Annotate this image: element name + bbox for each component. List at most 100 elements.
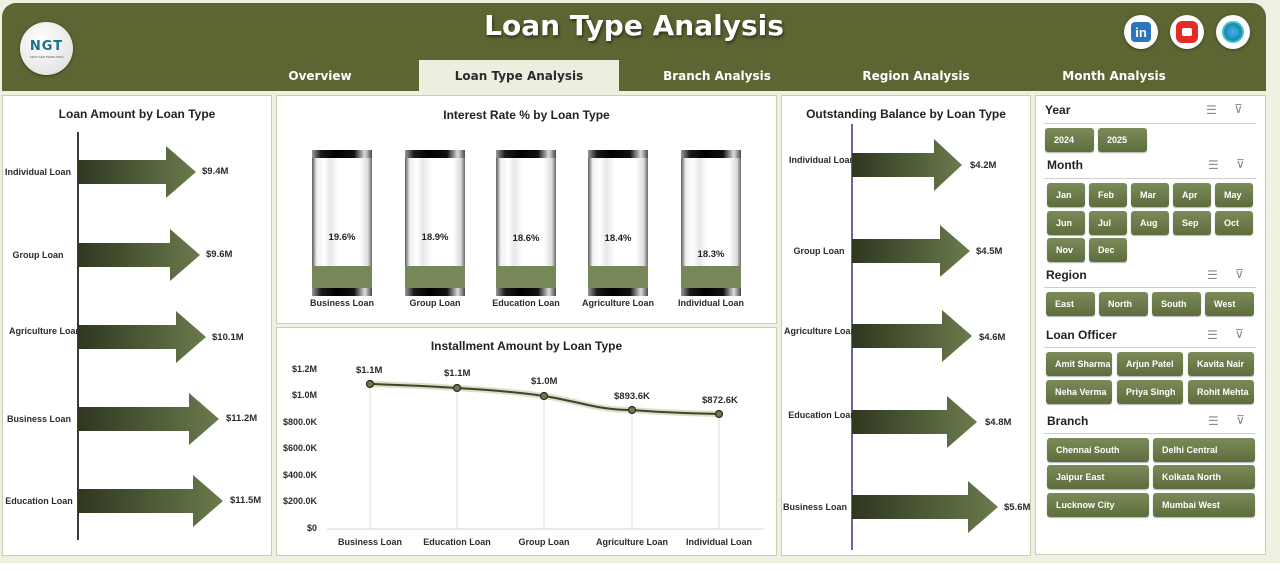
slicer-item-arjun-patel[interactable]: Arjun Patel bbox=[1117, 352, 1183, 376]
bar-arrow bbox=[852, 310, 972, 362]
x-label: Agriculture Loan bbox=[581, 298, 654, 308]
slicer-item-jaipur-east[interactable]: Jaipur East bbox=[1047, 465, 1149, 489]
slicer-item-lucknow-city[interactable]: Lucknow City bbox=[1047, 493, 1149, 517]
tab-branch-analysis[interactable]: Branch Analysis bbox=[663, 68, 771, 83]
bar-arrow bbox=[852, 396, 977, 448]
value-label: $4.8M bbox=[985, 417, 1012, 428]
slicer-item-south[interactable]: South bbox=[1152, 292, 1201, 316]
cylinder-bar bbox=[312, 150, 372, 296]
slicer-item-west[interactable]: West bbox=[1205, 292, 1254, 316]
divider bbox=[1044, 347, 1256, 348]
clear-filter-icon[interactable]: ⊽ bbox=[1234, 102, 1243, 116]
slicer-item-feb[interactable]: Feb bbox=[1089, 183, 1127, 207]
multi-select-icon[interactable]: ☰ bbox=[1208, 158, 1219, 172]
slicer-item-jul[interactable]: Jul bbox=[1089, 211, 1127, 235]
slicer-item-kavita-nair[interactable]: Kavita Nair bbox=[1188, 352, 1254, 376]
clear-filter-icon[interactable]: ⊽ bbox=[1235, 267, 1244, 281]
slicer-item-kolkata-north[interactable]: Kolkata North bbox=[1153, 465, 1255, 489]
chart-title: Outstanding Balance by Loan Type bbox=[806, 107, 1006, 121]
logo-subtext: NEXT GEN TEMPLATES bbox=[29, 54, 64, 59]
slicer-item-2024[interactable]: 2024 bbox=[1045, 128, 1094, 152]
x-label: Group Loan bbox=[409, 298, 461, 308]
multi-select-icon[interactable]: ☰ bbox=[1207, 268, 1218, 282]
slicer-item-priya-singh[interactable]: Priya Singh bbox=[1117, 380, 1183, 404]
tab-overview[interactable]: Overview bbox=[288, 68, 352, 83]
multi-select-icon[interactable]: ☰ bbox=[1208, 414, 1219, 428]
slicer-item-dec[interactable]: Dec bbox=[1089, 238, 1127, 262]
multi-select-icon[interactable]: ☰ bbox=[1207, 328, 1218, 342]
value-label: $10.1M bbox=[212, 332, 244, 343]
clear-filter-icon[interactable]: ⊽ bbox=[1236, 413, 1245, 427]
bar-arrow bbox=[852, 481, 998, 533]
cylinder-bar bbox=[496, 150, 556, 296]
value-label: $1.1M bbox=[356, 365, 383, 376]
header-bar: NGT NEXT GEN TEMPLATES Loan Type Analysi… bbox=[2, 3, 1266, 91]
loan-amount-chart: Loan Amount by Loan Type Individual Loan… bbox=[2, 95, 272, 556]
value-label: $11.5M bbox=[230, 495, 262, 506]
value-label: 18.3% bbox=[697, 249, 725, 260]
cylinder-bar bbox=[681, 150, 741, 296]
y-tick: $600.0K bbox=[282, 443, 317, 453]
slicer-title-branch: Branch bbox=[1047, 414, 1089, 428]
website-button[interactable] bbox=[1216, 15, 1250, 49]
youtube-button[interactable] bbox=[1170, 15, 1204, 49]
linkedin-icon: in bbox=[1131, 22, 1151, 42]
bar-arrow bbox=[852, 139, 962, 191]
ngt-logo[interactable]: NGT NEXT GEN TEMPLATES bbox=[20, 22, 73, 75]
slicer-item-nov[interactable]: Nov bbox=[1047, 238, 1085, 262]
x-label: Education Loan bbox=[423, 537, 491, 547]
slicer-item-apr[interactable]: Apr bbox=[1173, 183, 1211, 207]
linkedin-button[interactable]: in bbox=[1124, 15, 1158, 49]
slicer-item-delhi-central[interactable]: Delhi Central bbox=[1153, 438, 1255, 462]
logo-text: NGT bbox=[29, 38, 64, 54]
slicer-item-jan[interactable]: Jan bbox=[1047, 183, 1085, 207]
y-tick: $0 bbox=[306, 523, 317, 533]
value-label: 19.6% bbox=[328, 232, 356, 243]
slicer-item-mumbai-west[interactable]: Mumbai West bbox=[1153, 493, 1255, 517]
multi-select-icon[interactable]: ☰ bbox=[1206, 103, 1217, 117]
interest-rate-chart: Interest Rate % by Loan Type 19.6% Busin… bbox=[276, 95, 777, 324]
divider bbox=[1044, 123, 1256, 124]
category-label: Education Loan bbox=[5, 496, 73, 506]
slicer-item-chennai-south[interactable]: Chennai South bbox=[1047, 438, 1149, 462]
slicer-item-amit-sharma[interactable]: Amit Sharma bbox=[1046, 352, 1112, 376]
chart-title: Loan Amount by Loan Type bbox=[58, 107, 216, 121]
slicer-item-may[interactable]: May bbox=[1215, 183, 1253, 207]
category-label: Agriculture Loan bbox=[783, 326, 856, 336]
slicer-title-month: Month bbox=[1047, 158, 1083, 172]
bar-arrow bbox=[852, 225, 970, 277]
category-label: Individual Loan bbox=[788, 155, 855, 165]
slicer-item-mar[interactable]: Mar bbox=[1131, 183, 1169, 207]
tab-loan-type-analysis[interactable]: Loan Type Analysis bbox=[419, 60, 619, 91]
tab-month-analysis[interactable]: Month Analysis bbox=[1062, 68, 1166, 83]
value-label: $893.6K bbox=[614, 391, 650, 402]
tab-region-analysis[interactable]: Region Analysis bbox=[862, 68, 970, 83]
installment-amount-chart: Installment Amount by Loan Type $1.2M $1… bbox=[276, 327, 777, 556]
value-label: $1.1M bbox=[444, 368, 471, 379]
slicer-item-sep[interactable]: Sep bbox=[1173, 211, 1211, 235]
bar-arrow bbox=[78, 311, 206, 363]
clear-filter-icon[interactable]: ⊽ bbox=[1235, 327, 1244, 341]
slicer-item-oct[interactable]: Oct bbox=[1215, 211, 1253, 235]
globe-icon bbox=[1222, 21, 1244, 43]
slicer-item-rohit-mehta[interactable]: Rohit Mehta bbox=[1188, 380, 1254, 404]
clear-filter-icon[interactable]: ⊽ bbox=[1236, 157, 1245, 171]
slicer-item-2025[interactable]: 2025 bbox=[1098, 128, 1147, 152]
slicer-item-jun[interactable]: Jun bbox=[1047, 211, 1085, 235]
category-label: Individual Loan bbox=[4, 167, 71, 177]
slicer-item-east[interactable]: East bbox=[1046, 292, 1095, 316]
bar-arrow bbox=[78, 393, 219, 445]
slicer-item-aug[interactable]: Aug bbox=[1131, 211, 1169, 235]
slicer-title-region: Region bbox=[1046, 268, 1087, 282]
category-label: Education Loan bbox=[788, 410, 856, 420]
chart-title: Interest Rate % by Loan Type bbox=[443, 108, 610, 122]
slicer-item-north[interactable]: North bbox=[1099, 292, 1148, 316]
nav-tabs: Overview Loan Type Analysis Branch Analy… bbox=[2, 60, 1266, 91]
category-label: Group Loan bbox=[793, 246, 845, 256]
divider bbox=[1044, 178, 1256, 179]
bar-arrow bbox=[78, 146, 196, 198]
y-tick: $800.0K bbox=[282, 417, 317, 427]
slicer-item-neha-verma[interactable]: Neha Verma bbox=[1046, 380, 1112, 404]
cylinder-bar bbox=[588, 150, 648, 296]
